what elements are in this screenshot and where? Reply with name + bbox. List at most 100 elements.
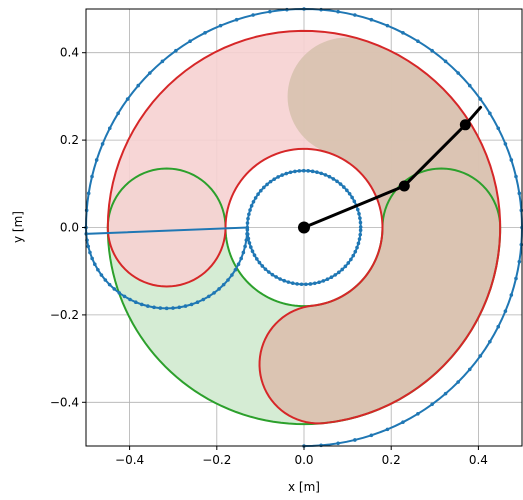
boundary-marker: [401, 31, 405, 35]
boundary-marker: [358, 220, 363, 225]
boundary-marker: [88, 250, 92, 255]
boundary-marker: [268, 179, 273, 184]
boundary-marker: [177, 305, 182, 310]
boundary-marker: [317, 280, 321, 285]
boundary-marker: [257, 260, 262, 265]
boundary-marker: [99, 273, 104, 277]
x-tick-label: 0.0: [294, 453, 313, 467]
boundary-marker: [478, 97, 483, 101]
boundary-marker: [256, 192, 260, 196]
y-tick-label: 0.4: [60, 46, 79, 60]
boundary-marker: [86, 244, 91, 249]
boundary-marker: [171, 306, 175, 310]
boundary-marker: [336, 441, 340, 446]
boundary-marker: [517, 259, 522, 264]
boundary-marker: [94, 158, 99, 162]
x-axis-title: x [m]: [288, 480, 320, 494]
boundary-series: [84, 7, 523, 448]
boundary-marker: [358, 225, 363, 229]
y-tick-label: 0.2: [60, 133, 79, 147]
boundary-marker: [315, 170, 319, 174]
boundary-marker: [345, 188, 349, 193]
boundary-marker: [189, 302, 194, 307]
boundary-marker: [174, 48, 178, 53]
y-tick-label: −0.4: [50, 395, 79, 409]
boundary-marker: [262, 185, 266, 190]
boundary-marker: [245, 227, 250, 232]
boundary-marker: [263, 267, 268, 271]
x-tick-label: 0.2: [382, 453, 401, 467]
x-tick-label: −0.4: [115, 453, 144, 467]
boundary-marker: [308, 282, 313, 286]
boundary-marker: [323, 173, 328, 177]
boundary-marker: [514, 276, 518, 281]
boundary-marker: [488, 111, 492, 116]
boundary-marker: [346, 261, 351, 265]
boundary-marker: [274, 275, 278, 279]
boundary-marker: [509, 293, 514, 297]
boundary-marker: [496, 126, 501, 131]
boundary-marker: [353, 438, 357, 442]
boundary-marker: [353, 249, 358, 254]
boundary-marker: [260, 264, 265, 268]
robot-arm: [298, 105, 483, 234]
boundary-marker: [251, 13, 255, 17]
boundary-marker: [509, 158, 514, 162]
boundary-marker: [336, 9, 340, 14]
boundary-marker: [416, 39, 420, 43]
boundary-marker: [248, 208, 252, 212]
boundary-marker: [310, 169, 315, 174]
boundary-marker: [284, 171, 289, 176]
boundary-marker: [133, 300, 138, 304]
boundary-marker: [86, 191, 91, 196]
boundary-marker: [107, 282, 112, 287]
boundary-marker: [299, 282, 304, 287]
boundary-marker: [358, 228, 363, 233]
boundary-marker: [90, 174, 94, 179]
boundary-marker: [90, 256, 94, 261]
boundary-marker: [517, 191, 522, 196]
boundary-marker: [96, 267, 100, 272]
boundary-marker: [467, 367, 472, 372]
boundary-marker: [321, 279, 326, 283]
boundary-marker: [503, 309, 508, 313]
boundary-marker: [467, 83, 472, 88]
boundary-marker: [195, 300, 200, 304]
boundary-marker: [246, 236, 251, 241]
arm-joint: [298, 221, 310, 234]
boundary-marker: [355, 245, 359, 250]
boundary-marker: [456, 380, 460, 384]
boundary-marker: [355, 207, 360, 212]
boundary-marker: [221, 282, 226, 287]
boundary-marker: [245, 221, 250, 225]
boundary-marker: [340, 267, 345, 272]
boundary-marker: [503, 142, 508, 146]
boundary-marker: [385, 23, 390, 28]
boundary-marker: [136, 83, 141, 88]
boundary-marker: [84, 208, 89, 213]
boundary-marker: [128, 297, 132, 302]
boundary-marker: [278, 277, 282, 281]
boundary-marker: [203, 31, 207, 35]
boundary-marker: [160, 59, 165, 64]
boundary-marker: [347, 191, 352, 196]
boundary-marker: [259, 188, 263, 193]
arm-link: [302, 105, 483, 229]
boundary-marker: [241, 250, 246, 255]
boundary-marker: [117, 291, 122, 295]
boundary-marker: [146, 304, 150, 308]
boundary-marker: [443, 391, 448, 396]
boundary-marker: [250, 249, 255, 254]
boundary-marker: [357, 237, 362, 241]
boundary-marker: [488, 339, 492, 344]
overlap-fill: [259, 37, 501, 424]
boundary-marker: [226, 278, 230, 282]
boundary-marker: [496, 324, 501, 329]
boundary-marker: [301, 168, 306, 173]
boundary-marker: [333, 273, 338, 277]
boundary-marker: [270, 272, 275, 277]
boundary-marker: [252, 253, 257, 257]
boundary-marker: [401, 420, 405, 424]
boundary-marker: [356, 241, 361, 246]
boundary-marker: [212, 291, 216, 295]
